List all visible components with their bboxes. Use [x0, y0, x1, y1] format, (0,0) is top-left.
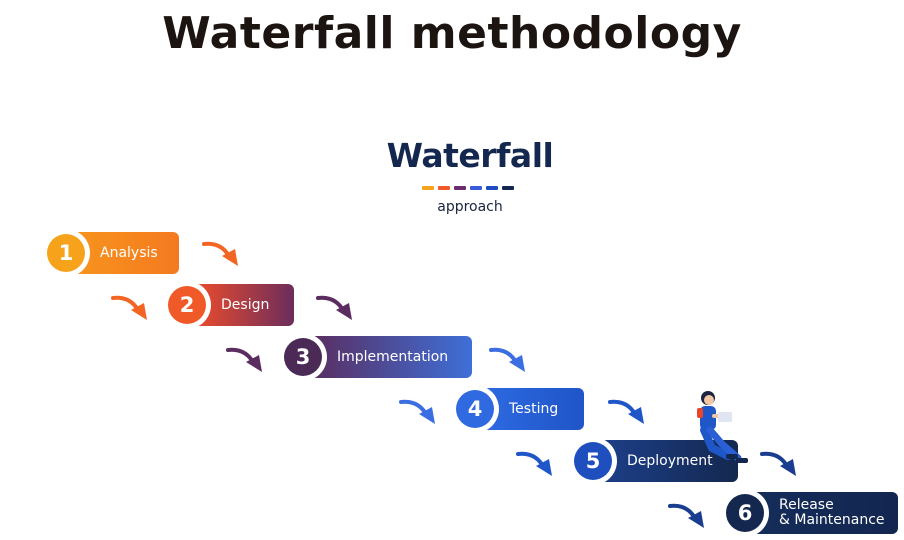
step-number: 1	[47, 234, 85, 272]
logo-wordmark: Waterfall	[386, 136, 554, 175]
flow-arrow	[202, 241, 238, 266]
step-number: 2	[168, 286, 206, 324]
step-number-badge: 4	[451, 385, 499, 433]
step-testing: Testing 4	[451, 385, 584, 433]
flow-arrow	[516, 451, 552, 476]
step-number: 3	[284, 338, 322, 376]
step-number-badge: 2	[163, 281, 211, 329]
logo-bar	[470, 186, 482, 190]
logo-bar	[438, 186, 450, 190]
flow-arrow	[760, 451, 796, 476]
logo-bar	[454, 186, 466, 190]
step-tab: Implementation	[309, 336, 472, 378]
step-label: Implementation	[337, 348, 449, 365]
step-number: 5	[574, 442, 612, 480]
flow-arrow	[316, 295, 352, 320]
flow-arrow	[489, 347, 525, 372]
flow-arrow	[668, 503, 704, 528]
step-design: Design 2	[163, 281, 294, 329]
step-deployment: Deployment 5	[569, 437, 738, 485]
logo-color-bars	[422, 186, 514, 190]
logo-bar	[502, 186, 514, 190]
step-number-badge: 6	[721, 489, 769, 537]
step-label: Release & Maintenance	[779, 497, 885, 528]
step-number-badge: 5	[569, 437, 617, 485]
step-label: Deployment	[627, 452, 713, 469]
logo-subtitle: approach	[437, 199, 503, 215]
page-title: Waterfall methodology	[162, 8, 742, 59]
flow-arrow	[399, 399, 435, 424]
step-label: Design	[221, 296, 270, 313]
flow-arrow	[608, 399, 644, 424]
logo-bar	[486, 186, 498, 190]
flow-arrow	[111, 295, 147, 320]
step-number-badge: 1	[42, 229, 90, 277]
step-label: Testing	[509, 400, 559, 417]
step-release-maintenance: Release & Maintenance 6	[721, 489, 898, 537]
step-label: Analysis	[100, 244, 158, 261]
step-tab: Release & Maintenance	[751, 492, 898, 534]
step-number: 6	[726, 494, 764, 532]
logo-bar	[422, 186, 434, 190]
step-number: 4	[456, 390, 494, 428]
step-number-badge: 3	[279, 333, 327, 381]
person-with-laptop-icon	[697, 391, 748, 463]
step-analysis: Analysis 1	[42, 229, 179, 277]
flow-arrow	[226, 347, 262, 372]
step-implementation: Implementation 3	[279, 333, 472, 381]
